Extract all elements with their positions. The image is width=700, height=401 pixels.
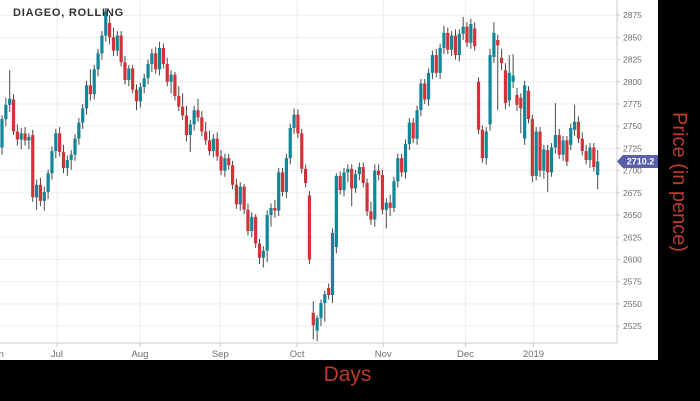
svg-text:2675: 2675 <box>623 188 642 198</box>
svg-text:2550: 2550 <box>623 299 642 309</box>
svg-text:Nov: Nov <box>375 349 392 360</box>
svg-text:2600: 2600 <box>623 254 642 264</box>
svg-text:2850: 2850 <box>623 32 642 42</box>
svg-text:2775: 2775 <box>623 99 642 109</box>
svg-text:Sep: Sep <box>212 349 229 360</box>
candlestick-chart: Jun Jul Aug Sep Oct Nov Dec 2019 2875 2850 2825 280… <box>0 0 658 360</box>
svg-text:Jul: Jul <box>51 349 63 360</box>
svg-text:Aug: Aug <box>132 349 149 360</box>
chart-panel: Jun Jul Aug Sep Oct Nov Dec 2019 2875 2850 2825 280… <box>0 0 658 360</box>
svg-text:2650: 2650 <box>623 210 642 220</box>
svg-text:2875: 2875 <box>623 10 642 20</box>
svg-text:2700: 2700 <box>623 166 642 176</box>
y-axis-title: Price (in pence) <box>668 112 690 253</box>
chart-title: DIAGEO, ROLLING <box>13 7 124 19</box>
svg-text:Oct: Oct <box>290 349 305 360</box>
svg-text:Jun: Jun <box>0 349 4 360</box>
axes <box>0 0 620 347</box>
svg-text:2800: 2800 <box>623 77 642 87</box>
svg-text:2710.2: 2710.2 <box>627 157 655 167</box>
x-axis-title: Days <box>323 363 372 386</box>
y-axis-labels: 2875 2850 2825 2800 2775 2750 2725 2700 2675 2650… <box>623 10 642 331</box>
last-price-badge: 2710.2 <box>617 155 658 169</box>
x-axis-labels: Jun Jul Aug Sep Oct Nov Dec 2019 <box>0 349 544 360</box>
candles-layer <box>0 7 600 342</box>
svg-text:Dec: Dec <box>457 349 474 360</box>
svg-text:2525: 2525 <box>623 321 642 331</box>
svg-text:2750: 2750 <box>623 121 642 131</box>
svg-text:2725: 2725 <box>623 143 642 153</box>
svg-text:2825: 2825 <box>623 55 642 65</box>
svg-text:2625: 2625 <box>623 232 642 242</box>
svg-text:2019: 2019 <box>523 349 544 360</box>
gridlines <box>0 0 617 343</box>
svg-text:2575: 2575 <box>623 277 642 287</box>
